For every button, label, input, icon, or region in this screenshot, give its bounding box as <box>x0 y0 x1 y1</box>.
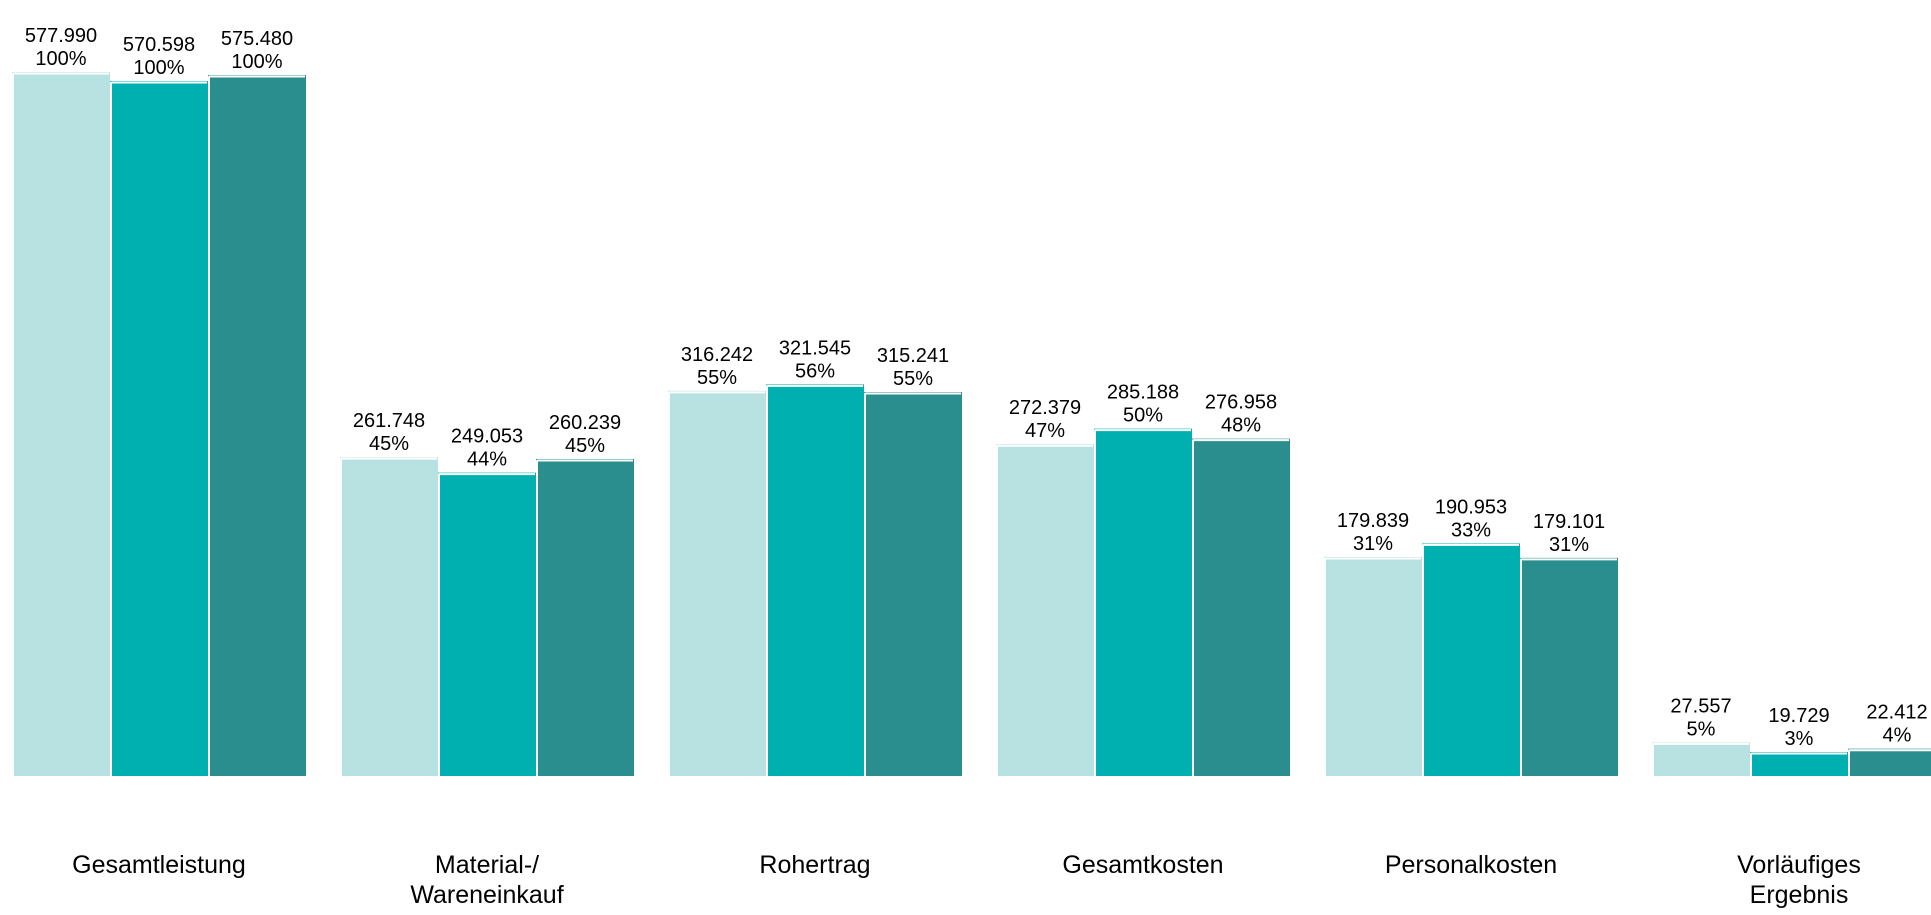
bar <box>1324 556 1422 776</box>
bar-percent-label: 100% <box>231 51 282 73</box>
bar <box>1422 543 1520 776</box>
bar <box>12 72 110 776</box>
category-label: Vorläufiges <box>1737 851 1861 879</box>
bar-value-label: 316.242 <box>681 344 753 366</box>
bar-value-label: 261.748 <box>353 410 425 432</box>
bar-percent-label: 45% <box>565 435 605 457</box>
bar <box>1652 742 1750 776</box>
bar-percent-label: 55% <box>697 367 737 389</box>
bar <box>340 457 438 776</box>
bars-layer <box>12 72 1931 777</box>
category-label: Rohertrag <box>759 851 870 879</box>
bar-value-label: 27.557 <box>1670 695 1731 717</box>
bar-percent-label: 5% <box>1687 718 1716 740</box>
bar-value-label: 315.241 <box>877 345 949 367</box>
bar-percent-label: 33% <box>1451 519 1491 541</box>
bar <box>438 472 536 776</box>
bar <box>1094 428 1192 776</box>
bar <box>208 75 306 777</box>
bar-percent-label: 100% <box>35 48 86 70</box>
category-label: Gesamtleistung <box>72 851 246 879</box>
category-label: Personalkosten <box>1385 851 1557 879</box>
bar-value-label: 276.958 <box>1205 392 1277 414</box>
bar-percent-label: 48% <box>1221 415 1261 437</box>
bar <box>1848 748 1931 776</box>
bar-value-label: 321.545 <box>779 337 851 359</box>
bar <box>668 390 766 776</box>
bar-value-label: 179.101 <box>1533 511 1605 533</box>
category-label: Ergebnis <box>1750 881 1849 909</box>
bar-percent-label: 100% <box>133 57 184 79</box>
bar <box>1192 438 1290 776</box>
category-label: Material-/ <box>435 851 539 879</box>
bar-value-label: 260.239 <box>549 412 621 434</box>
bar-value-label: 570.598 <box>123 34 195 56</box>
bar-value-label: 19.729 <box>1768 705 1829 727</box>
bar <box>110 81 208 777</box>
bar <box>996 444 1094 776</box>
bar-value-label: 249.053 <box>451 426 523 448</box>
bar-percent-label: 31% <box>1353 533 1393 555</box>
bar-value-label: 577.990 <box>25 25 97 47</box>
category-label: Gesamtkosten <box>1062 851 1223 879</box>
category-labels-layer: Gesamtleistung Material-/Wareneinkauf Rohe… <box>72 851 1861 909</box>
category-label: Wareneinkauf <box>410 881 563 909</box>
bar-percent-label: 56% <box>795 360 835 382</box>
bar-value-label: 22.412 <box>1866 702 1927 724</box>
bar-percent-label: 31% <box>1549 534 1589 556</box>
bar-value-label: 285.188 <box>1107 382 1179 404</box>
value-labels-layer: 577.990100%570.598100%575.480100%261.748… <box>25 25 1928 750</box>
bar-percent-label: 55% <box>893 368 933 390</box>
bar-value-label: 190.953 <box>1435 496 1507 518</box>
bar-percent-label: 44% <box>467 449 507 471</box>
bar-value-label: 179.839 <box>1337 510 1409 532</box>
bar-percent-label: 50% <box>1123 405 1163 427</box>
bar-value-label: 575.480 <box>221 28 293 50</box>
bar <box>536 459 634 776</box>
bar-value-label: 272.379 <box>1009 397 1081 419</box>
bar-percent-label: 47% <box>1025 420 1065 442</box>
bar <box>766 384 864 776</box>
bar-percent-label: 45% <box>369 433 409 455</box>
bar <box>1750 751 1848 776</box>
bar-percent-label: 3% <box>1785 728 1814 750</box>
bar <box>1520 557 1618 776</box>
bar <box>864 392 962 776</box>
bar-percent-label: 4% <box>1883 725 1912 747</box>
